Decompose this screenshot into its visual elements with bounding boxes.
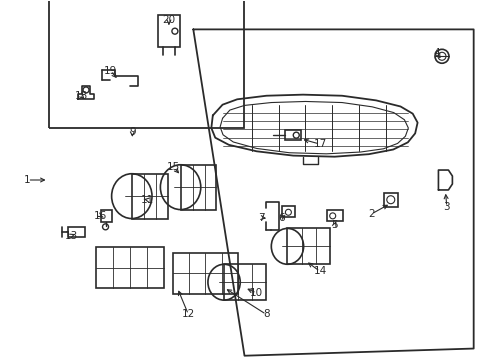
Text: 3: 3	[443, 202, 449, 212]
Text: 15: 15	[167, 162, 180, 172]
Text: 19: 19	[103, 66, 117, 76]
Bar	[68, 227, 85, 237]
Text: 1: 1	[24, 175, 31, 185]
Bar	[224, 264, 266, 300]
Text: 2: 2	[367, 209, 374, 219]
Text: 20: 20	[162, 15, 175, 26]
Text: 13: 13	[64, 231, 78, 240]
Bar	[132, 174, 167, 219]
Text: 16: 16	[94, 211, 107, 221]
Text: 5: 5	[331, 220, 337, 230]
Text: 7: 7	[258, 213, 264, 222]
Bar	[96, 247, 163, 288]
Bar	[282, 206, 295, 217]
Text: 4: 4	[433, 48, 440, 58]
Bar	[158, 15, 180, 47]
Text: 6: 6	[277, 213, 284, 222]
Text: 10: 10	[250, 288, 263, 298]
Bar	[326, 210, 342, 221]
Text: 12: 12	[182, 310, 195, 319]
Text: 14: 14	[313, 266, 326, 276]
Bar	[49, 0, 244, 128]
Text: 11: 11	[140, 195, 153, 205]
Bar	[383, 193, 397, 207]
Text: 9: 9	[129, 127, 135, 136]
Text: 8: 8	[263, 310, 269, 319]
Bar	[287, 228, 329, 264]
Bar	[180, 165, 216, 210]
Bar	[172, 253, 238, 294]
Bar	[285, 130, 301, 140]
Text: 17: 17	[313, 139, 326, 149]
Bar	[101, 210, 111, 222]
Text: 18: 18	[74, 91, 87, 101]
